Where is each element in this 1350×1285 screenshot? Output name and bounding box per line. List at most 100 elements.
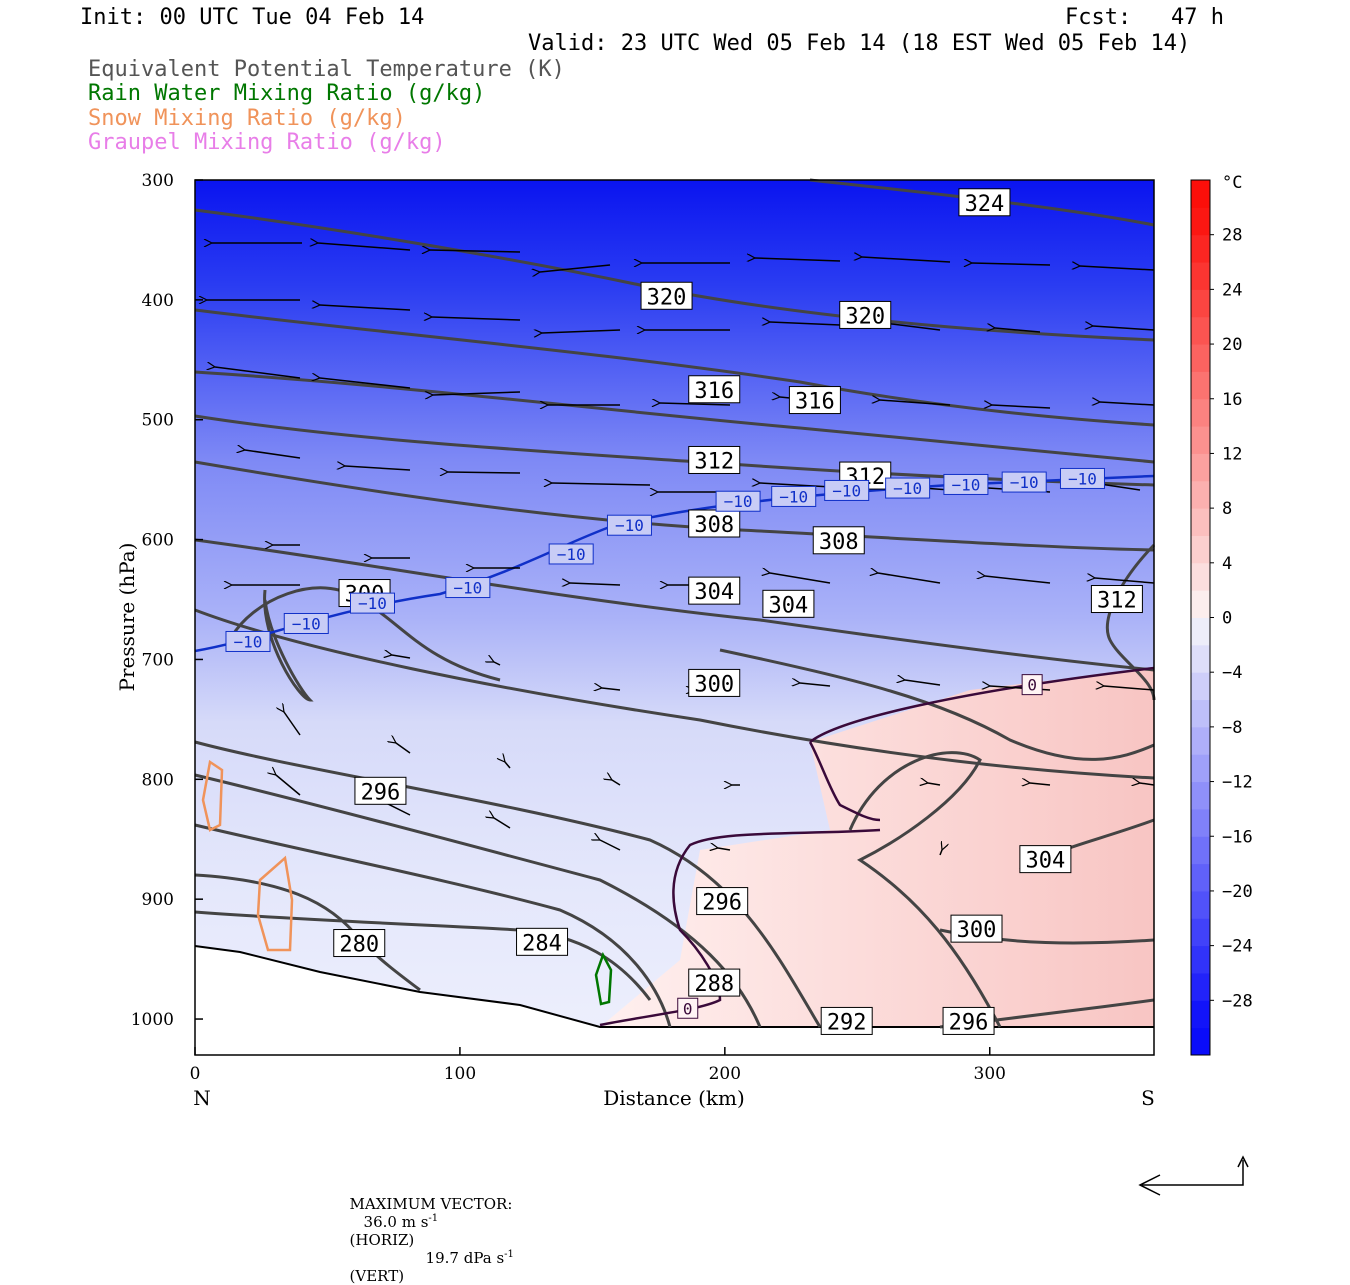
wind-vector (985, 576, 1051, 584)
colorbar-segment (1191, 781, 1210, 810)
x-tick-label: 0 (190, 1064, 201, 1084)
theta-e-label: 292 (827, 1010, 867, 1035)
temperature-label-box (606, 514, 652, 536)
wind-vector (800, 683, 831, 687)
theta-e-label: 296 (949, 1010, 989, 1035)
temperature-labels: −10 −10 −10 −10 −10 −10 −10 −10 −10 −10 −10 −10 −10 0… (225, 467, 1105, 1019)
wind-vector (494, 818, 511, 829)
theta-e-label-box (942, 1006, 995, 1035)
colorbar-tick-label: −20 (1222, 882, 1253, 902)
reference-vector (1138, 1155, 1249, 1196)
wind-vector (320, 305, 411, 311)
wind-vector (862, 257, 951, 263)
axes: 0 100 200 300 300 400 500 600 700 800 900 1000 Dista… (115, 171, 1155, 1110)
temperature-label: −10 (453, 579, 482, 598)
colorbar-tick-label: −12 (1222, 773, 1253, 793)
colorbar-tick-label: 8 (1222, 499, 1232, 519)
colorbar-segment (1191, 1027, 1210, 1056)
legend-graupel: Graupel Mixing Ratio (g/kg) (88, 130, 446, 155)
colorbar-segment (1191, 398, 1210, 427)
theta-e-label-box (958, 188, 1011, 217)
wind-vector (770, 573, 831, 584)
wind-vector (995, 328, 1041, 333)
temperature-label-box (225, 630, 271, 652)
theta-e-label-box (688, 576, 741, 605)
theta-e-label-box (696, 887, 749, 916)
colorbar: 28 24 20 16 12 8 4 0 −4 −8 −12 −16 −20 −24 −28 °C (1190, 173, 1253, 1056)
temperature-label-box (548, 543, 594, 565)
x-tick-label: 300 (974, 1064, 1006, 1084)
temperature-label: −10 (1068, 469, 1097, 488)
valid-time: Valid: 23 UTC Wed 05 Feb 14 (18 EST Wed … (528, 31, 1191, 56)
theta-e-label: 312 (694, 449, 734, 474)
colorbar-segment (1191, 316, 1210, 345)
wind-vector (1080, 266, 1155, 271)
theta-e-label-box (354, 776, 407, 805)
theta-e-label: 304 (1026, 849, 1066, 874)
colorbar-segment (1191, 508, 1210, 536)
wind-vector (1104, 686, 1155, 691)
colorbar-segment (1191, 453, 1210, 482)
colorbar-tick-label: 24 (1222, 280, 1242, 300)
colorbar-segment (1191, 344, 1210, 372)
wind-vector (770, 322, 841, 325)
colorbar-unit: °C (1222, 173, 1242, 193)
temperature-label-box (1059, 467, 1105, 489)
temperature-label: −10 (832, 481, 861, 500)
wind-vector (540, 264, 611, 272)
wind-vector (345, 466, 411, 471)
theta-e-label-box (839, 300, 892, 329)
theta-e-label: 300 (694, 672, 734, 697)
wind-vector (245, 450, 301, 459)
snow-contour (256, 855, 294, 952)
theta-e-label: 300 (957, 918, 997, 943)
theta-e-label-box (1019, 845, 1072, 874)
theta-e-label-box (762, 589, 815, 618)
theta-e-label: 316 (694, 379, 734, 404)
temperature-label-box (1001, 471, 1047, 493)
snow-contour (201, 759, 224, 832)
rain-contour (594, 951, 613, 1006)
temperature-label-box (677, 997, 699, 1019)
theta-e-label-box (688, 968, 741, 997)
plot-frame (194, 179, 1155, 1056)
wind-vector (318, 243, 411, 251)
wind-vector (494, 662, 501, 666)
theta-e-label-box (688, 445, 741, 474)
colorbar-tick-label: −4 (1222, 663, 1242, 683)
wind-vector (1100, 402, 1155, 405)
temperature-label: −10 (557, 545, 586, 564)
wind-vector (1030, 783, 1051, 785)
theta-e-label: 288 (694, 972, 734, 997)
y-tick-label: 600 (142, 531, 174, 551)
theta-e-label: 280 (339, 933, 379, 958)
temperature-label: −10 (951, 475, 980, 494)
theta-e-label: 312 (1097, 589, 1137, 614)
wind-vector (1095, 578, 1155, 584)
theta-e-label-box (820, 1006, 873, 1035)
colorbar-tick-label: −16 (1222, 827, 1253, 847)
colorbar-segment (1191, 863, 1210, 892)
max-vector-label: MAXIMUM VECTOR: 36.0 m s-1 (HORIZ) 19.7 … (349, 1195, 514, 1285)
wind-vector (552, 483, 651, 485)
theta-e-label-box (333, 929, 386, 958)
theta-e-label: 308 (694, 513, 734, 538)
theta-e-label-box (688, 375, 741, 404)
wind-vector (905, 680, 941, 686)
colorbar-segment (1191, 535, 1210, 564)
theta-e-label-box (1090, 585, 1143, 614)
theta-e-label: 296 (702, 891, 742, 916)
colorbar-tick-label: 28 (1222, 226, 1242, 246)
theta-e-label-box (640, 281, 693, 310)
x-end-label-north: N (193, 1086, 211, 1110)
wind-vector (448, 472, 521, 473)
warm-region-shading (600, 668, 1154, 1027)
temperature-label: 0 (1027, 676, 1037, 695)
colorbar-tick-label: −8 (1222, 718, 1242, 738)
wind-vector (939, 850, 942, 856)
theta-e-label-box (788, 386, 841, 415)
wind-vector (284, 712, 301, 736)
colorbar-segment (1191, 289, 1210, 318)
